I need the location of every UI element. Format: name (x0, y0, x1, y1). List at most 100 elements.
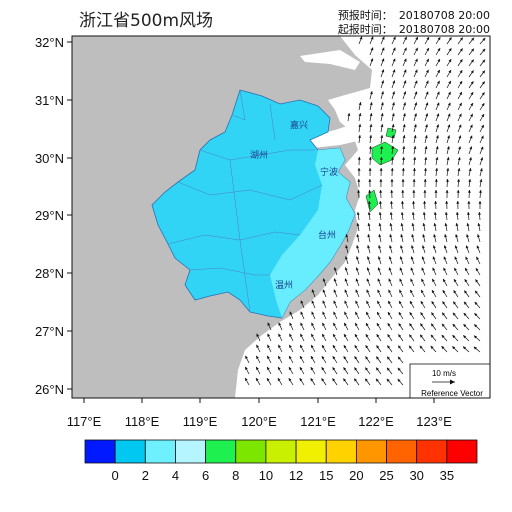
wind-arrow-head (476, 256, 479, 260)
wind-arrow-head (365, 333, 369, 338)
wind-arrow-head (299, 355, 303, 360)
colorbar-label: 15 (319, 468, 333, 483)
wind-arrow-head (300, 322, 304, 326)
wind-arrow-head (387, 311, 391, 316)
wind-arrow-head (332, 378, 336, 382)
issue-time-value: 20180708 20:00 (398, 23, 490, 36)
wind-arrow-head (354, 333, 358, 338)
wind-arrow-head (311, 333, 314, 337)
hangzhou-bay (300, 120, 365, 148)
wind-arrow-head (447, 135, 450, 139)
wind-arrow-head (423, 200, 427, 204)
wind-arrow-head (400, 233, 404, 238)
wind-arrow-head (474, 301, 478, 305)
wind-arrow-head (355, 322, 358, 327)
wind-arrow-head (426, 47, 429, 52)
reference-speed-label: 10 m/s (432, 369, 456, 378)
wind-arrow-head (403, 47, 407, 51)
wind-arrow-head (399, 256, 403, 260)
wind-arrow-head (411, 222, 415, 227)
wind-arrow-head (436, 91, 440, 95)
wind-arrow-head (482, 70, 485, 74)
wind-arrow-head (300, 344, 303, 349)
colorbar-swatch (325, 439, 357, 464)
wind-arrow-head (414, 102, 418, 106)
wind-arrow-head (344, 278, 348, 282)
wind-arrow-head (422, 222, 426, 227)
lon-tick-label: 119°E (183, 414, 218, 429)
wind-arrow-head (380, 145, 384, 149)
wind-arrow-head (278, 355, 281, 360)
wind-arrow-head (435, 145, 439, 150)
wind-arrow-head (392, 69, 396, 73)
wind-arrow-head (392, 58, 396, 62)
wind-arrow-head (333, 267, 337, 271)
wind-arrow-head (369, 134, 373, 138)
wind-arrow-head (376, 345, 380, 349)
wind-arrow-head (370, 47, 374, 51)
wind-arrow-head (431, 289, 435, 294)
wind-arrow-head (289, 344, 292, 348)
wind-arrow-head (414, 113, 417, 117)
wind-arrow-head (479, 178, 483, 183)
colorbar-label: 2 (142, 468, 149, 483)
wind-arrow-head (381, 58, 385, 62)
wind-arrow-head (369, 123, 373, 128)
wind-arrow-head (245, 377, 248, 382)
wind-arrow-head (433, 234, 437, 238)
wind-arrow-head (481, 92, 485, 96)
wind-arrow-head (401, 189, 405, 193)
wind-arrow-head (403, 102, 406, 106)
wind-arrow-head (300, 311, 304, 315)
wind-arrow-head (432, 278, 435, 282)
wind-arrow-head (391, 123, 395, 128)
wind-arrow-head (404, 36, 407, 40)
wind-arrow-head (480, 157, 484, 161)
wind-arrow-head (378, 211, 382, 215)
wind-arrow-head (431, 301, 435, 305)
wind-arrow-head (310, 355, 314, 360)
wind-arrow-head (344, 289, 348, 293)
wind-arrow-head (479, 189, 482, 193)
wind-arrow-head (411, 245, 414, 249)
wind-arrow-head (459, 70, 463, 74)
wind-arrow-head (398, 334, 402, 338)
wind-arrow-head (354, 345, 358, 349)
wind-arrow-head (448, 48, 452, 52)
wind-arrow-head (267, 333, 271, 337)
wind-arrow-head (444, 222, 448, 227)
wind-arrow-head (398, 345, 402, 349)
wind-arrow-head (482, 37, 486, 41)
map-canvas: 嘉兴 湖州 宁波 台州 温州 10 m/s Reference Vector (72, 36, 490, 398)
wind-arrow-head (379, 178, 383, 182)
wind-arrow-head (457, 178, 461, 182)
wind-arrow-head (458, 146, 461, 150)
yangtze-estuary (300, 50, 360, 70)
wind-arrow-head (456, 200, 460, 204)
wind-arrow-head (388, 278, 392, 282)
wind-arrow-head (474, 313, 478, 317)
wind-arrow-head (465, 245, 469, 249)
wind-arrow-head (333, 322, 336, 326)
wind-arrow-head (345, 256, 348, 260)
wind-arrow-head (434, 189, 438, 193)
wind-arrow-head (422, 211, 426, 215)
wind-arrow-head (459, 59, 463, 63)
wind-arrow-head (267, 322, 271, 326)
lat-tick-label: 28°N (35, 266, 64, 281)
wind-arrow-head (388, 256, 392, 260)
colorbar-label: 30 (409, 468, 423, 483)
wind-arrow-head (430, 334, 434, 338)
wind-arrow-head (425, 91, 429, 95)
wind-arrow-head (470, 59, 474, 63)
wind-arrow-head (355, 311, 358, 315)
wind-arrow-head (430, 345, 434, 349)
wind-arrow-head (469, 157, 472, 161)
wind-arrow-head (478, 200, 482, 204)
wind-arrow-head (278, 333, 282, 337)
colorbar-swatch (205, 439, 237, 464)
wind-arrow-head (409, 334, 413, 338)
wind-arrow-head (377, 267, 381, 271)
wind-arrow-head (473, 335, 478, 339)
